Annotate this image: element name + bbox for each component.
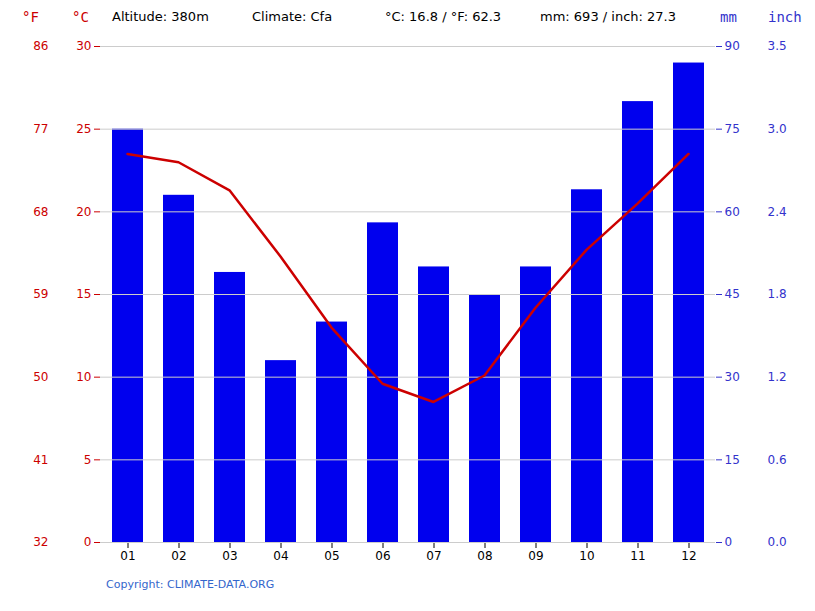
svg-text:01: 01 [120, 549, 135, 563]
html-text:mm: 693 / inch: 27.3: mm: 693 / inch: 27.3 [540, 9, 676, 24]
html-text:Climate: Cfa: Climate: Cfa [252, 9, 333, 24]
svg-text:41: 41 [33, 453, 48, 467]
svg-text:25: 25 [76, 122, 91, 136]
html-text:Altitude: 380m: Altitude: 380m [112, 9, 209, 24]
svg-text:0.0: 0.0 [768, 535, 787, 549]
svg-text:0: 0 [725, 535, 733, 549]
svg-text:03: 03 [222, 549, 237, 563]
svg-text:90: 90 [725, 39, 740, 53]
svg-text:77: 77 [33, 122, 48, 136]
svg-text:59: 59 [33, 287, 48, 301]
svg-text:0.6: 0.6 [768, 453, 787, 467]
svg-text:30: 30 [76, 39, 91, 53]
svg-text:1.8: 1.8 [768, 287, 787, 301]
html-text:°C: °C [72, 9, 89, 25]
svg-text:3.0: 3.0 [768, 122, 787, 136]
svg-text:20: 20 [76, 205, 91, 219]
svg-text:15: 15 [725, 453, 740, 467]
svg-text:0: 0 [84, 535, 92, 549]
svg-text:06: 06 [375, 549, 390, 563]
svg-text:09: 09 [528, 549, 543, 563]
html-text:Copyright: CLIMATE-DATA.ORG: Copyright: CLIMATE-DATA.ORG [106, 578, 275, 591]
svg-text:30: 30 [725, 370, 740, 384]
svg-text:68: 68 [33, 205, 48, 219]
html-text:mm: mm [720, 9, 737, 25]
svg-text:1.2: 1.2 [768, 370, 787, 384]
svg-text:45: 45 [725, 287, 740, 301]
svg-text:50: 50 [33, 370, 48, 384]
svg-text:10: 10 [579, 549, 594, 563]
svg-text:60: 60 [725, 205, 740, 219]
svg-text:10: 10 [76, 370, 91, 384]
svg-text:11: 11 [630, 549, 645, 563]
svg-text:3.5: 3.5 [768, 39, 787, 53]
svg-text:15: 15 [76, 287, 91, 301]
html-text:inch: inch [768, 9, 802, 25]
svg-text:2.4: 2.4 [768, 205, 787, 219]
svg-text:07: 07 [426, 549, 441, 563]
svg-text:08: 08 [477, 549, 492, 563]
svg-text:05: 05 [324, 549, 339, 563]
html-text:°F: °F [22, 9, 39, 25]
svg-text:12: 12 [681, 549, 696, 563]
svg-text:75: 75 [725, 122, 740, 136]
svg-text:02: 02 [171, 549, 186, 563]
svg-text:86: 86 [33, 39, 48, 53]
html-text:°C: 16.8 / °F: 62.3: °C: 16.8 / °F: 62.3 [385, 9, 502, 24]
svg-text:04: 04 [273, 549, 288, 563]
svg-text:5: 5 [84, 453, 92, 467]
svg-text:32: 32 [33, 535, 48, 549]
